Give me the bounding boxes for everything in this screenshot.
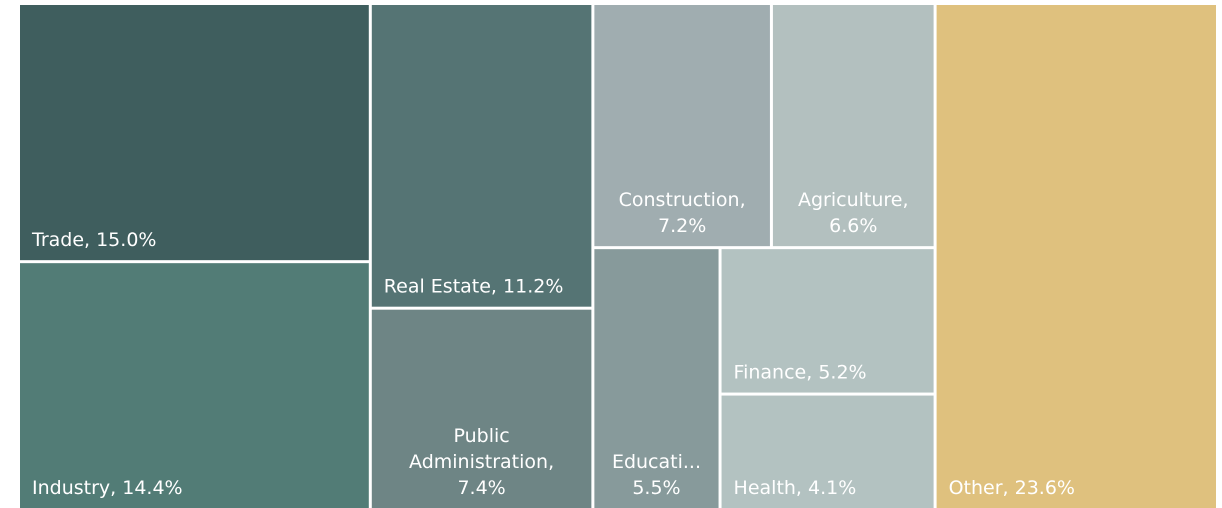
tile-label: Trade, 15.0%	[31, 229, 156, 251]
label-line: 7.2%	[658, 215, 706, 237]
tile	[772, 5, 934, 247]
label-line: 7.4%	[457, 477, 505, 499]
label-line: Public	[453, 425, 509, 447]
tile	[721, 249, 934, 393]
tile-label: Industry, 14.4%	[32, 477, 183, 499]
tile-label: Finance, 5.2%	[734, 362, 867, 384]
tile	[594, 249, 719, 508]
label-line: Agriculture,	[798, 189, 909, 211]
label-line: Trade, 15.0%	[31, 229, 156, 251]
label-line: Health, 4.1%	[734, 477, 857, 499]
label-line: Industry, 14.4%	[32, 477, 183, 499]
tile-label: Public Administration, 7.4%	[409, 425, 554, 499]
tile	[594, 5, 770, 247]
tile	[20, 5, 369, 261]
label-line: Real Estate, 11.2%	[384, 276, 564, 298]
tile	[936, 5, 1216, 508]
label-line: Other, 23.6%	[949, 477, 1075, 499]
label-line: Finance, 5.2%	[734, 362, 867, 384]
tile-label: Real Estate, 11.2%	[384, 276, 564, 298]
tile-label: Educati... 5.5%	[612, 451, 701, 499]
tile-label: Agriculture, 6.6%	[798, 189, 909, 237]
label-line: 5.5%	[632, 477, 680, 499]
label-line: 6.6%	[829, 215, 877, 237]
tile-label: Health, 4.1%	[734, 477, 857, 499]
label-line: Educati...	[612, 451, 701, 473]
tile	[371, 309, 592, 508]
tile	[721, 395, 934, 508]
tile-label: Construction, 7.2%	[619, 189, 746, 237]
tile	[20, 263, 369, 508]
label-line: Construction,	[619, 189, 746, 211]
tile	[371, 5, 592, 307]
label-line: Administration,	[409, 451, 554, 473]
tile-label: Other, 23.6%	[949, 477, 1075, 499]
